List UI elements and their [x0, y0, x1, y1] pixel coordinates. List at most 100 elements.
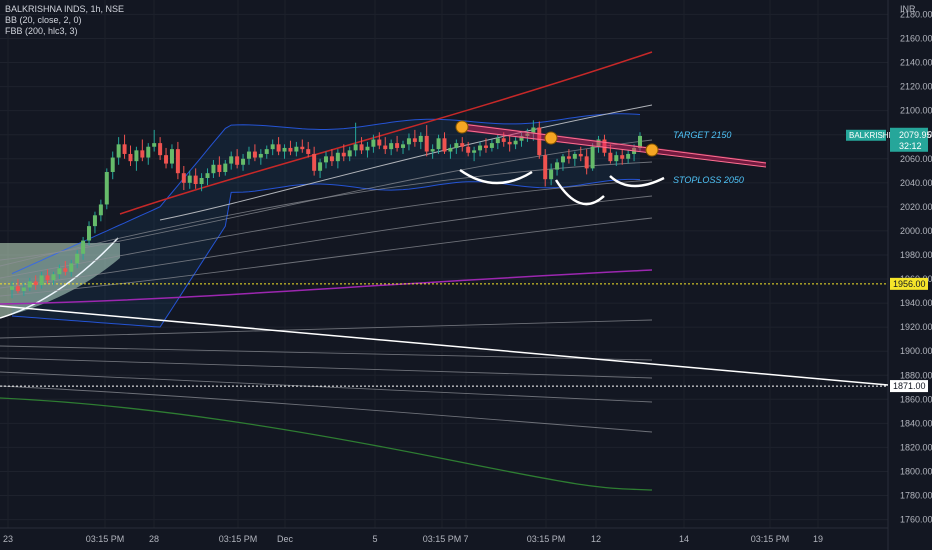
- candle-body: [205, 173, 210, 179]
- annotation-stoploss: STOPLOSS 2050: [673, 175, 744, 185]
- symbol-tag: [846, 129, 886, 141]
- x-tick-label: 28: [149, 534, 159, 544]
- candle-body: [140, 150, 145, 158]
- x-tick-label: 03:15 PM: [423, 534, 462, 544]
- candle-body: [424, 135, 429, 152]
- candle-body: [45, 275, 50, 281]
- candle-body: [246, 151, 251, 159]
- fbb-band-line: [0, 357, 653, 379]
- candle-body: [27, 281, 32, 288]
- candle-body: [507, 141, 512, 145]
- candle-body: [169, 149, 174, 164]
- touch-point: [544, 131, 558, 145]
- candle-body: [371, 139, 376, 147]
- candle-body: [454, 143, 459, 148]
- fbb-lower-line: [0, 397, 653, 491]
- candle-body: [365, 146, 370, 151]
- candle-body: [252, 151, 257, 158]
- candle-body: [193, 175, 198, 185]
- x-tick-label: 23: [3, 534, 13, 544]
- fbb-band-line: [0, 385, 653, 433]
- candle-body: [543, 155, 548, 180]
- candle-body: [596, 139, 601, 147]
- candle-body: [537, 127, 542, 156]
- candle-body: [270, 144, 275, 150]
- candle-body: [211, 164, 216, 174]
- candle-body: [584, 156, 589, 169]
- y-tick-label: 2020.00: [900, 202, 932, 212]
- candle-body: [235, 156, 240, 165]
- candle-body: [10, 286, 14, 290]
- candle-body: [312, 153, 317, 171]
- annotation-target: TARGET 2150: [673, 130, 731, 140]
- candle-body: [104, 171, 109, 205]
- symbol-title: BALKRISHNA INDS, 1h, NSE: [5, 4, 125, 14]
- candle-body: [501, 138, 506, 142]
- countdown-label: 32:12: [899, 141, 922, 151]
- candle-body: [223, 163, 228, 172]
- candle-body: [69, 263, 74, 272]
- candle-body: [241, 158, 246, 165]
- candle-body: [525, 133, 530, 136]
- x-tick-label: 7: [463, 534, 468, 544]
- candle-body: [495, 138, 500, 144]
- candle-body: [306, 149, 311, 154]
- level-tag-label: 1956.00: [893, 279, 926, 289]
- candle-body: [578, 153, 583, 157]
- candle-body: [572, 153, 577, 159]
- bb-fill: [12, 113, 640, 327]
- candle-body: [217, 164, 222, 172]
- candle-body: [418, 135, 423, 142]
- candle-body: [258, 153, 263, 158]
- fbb-basis-line: [0, 269, 653, 305]
- candle-body: [199, 178, 204, 185]
- fbb-upper-line: [159, 104, 653, 221]
- candle-body: [353, 144, 358, 151]
- candle-body: [412, 138, 417, 142]
- candle-body: [549, 169, 554, 180]
- candle-body: [466, 146, 471, 153]
- candle-body: [324, 156, 328, 163]
- fbb-band-line: [0, 345, 653, 361]
- fbb-top-line: [119, 51, 653, 215]
- candle-body: [590, 146, 595, 169]
- y-tick-label: 1780.00: [900, 491, 932, 501]
- candle-body: [288, 147, 293, 152]
- trend-line: [0, 305, 889, 386]
- candle-body: [134, 150, 139, 162]
- x-tick-label: 5: [372, 534, 377, 544]
- fbb-band-line: [0, 371, 653, 403]
- y-tick-label: 1860.00: [900, 394, 932, 404]
- x-tick-label: 14: [679, 534, 689, 544]
- candle-body: [560, 156, 565, 163]
- candle-body: [614, 155, 619, 162]
- candle-body: [276, 144, 281, 152]
- candle-body: [602, 139, 607, 153]
- candle-body: [294, 146, 299, 152]
- candle-body: [389, 143, 394, 150]
- candle-body: [152, 143, 157, 147]
- candle-body: [608, 152, 613, 162]
- candle-body: [51, 274, 56, 281]
- candle-body: [300, 146, 305, 150]
- candle-body: [264, 149, 269, 154]
- candle-body: [489, 143, 494, 148]
- touch-point: [645, 143, 659, 157]
- x-tick-label: 03:15 PM: [86, 534, 125, 544]
- candle-body: [460, 143, 465, 147]
- y-tick-label: 1820.00: [900, 442, 932, 452]
- touch-point: [455, 120, 469, 134]
- candle-body: [395, 143, 400, 148]
- candle-body: [164, 155, 169, 164]
- candle-body: [75, 253, 80, 264]
- candle-body: [329, 156, 334, 162]
- chart-legend: BALKRISHNA INDS, 1h, NSE BB (20, close, …: [5, 4, 124, 37]
- candle-body: [187, 175, 192, 183]
- y-tick-label: 1880.00: [900, 370, 932, 380]
- candle-body: [57, 268, 62, 275]
- candle-body: [98, 204, 103, 216]
- y-tick-label: 1980.00: [900, 250, 932, 260]
- y-tick-label: 1900.00: [900, 346, 932, 356]
- candle-body: [448, 147, 453, 152]
